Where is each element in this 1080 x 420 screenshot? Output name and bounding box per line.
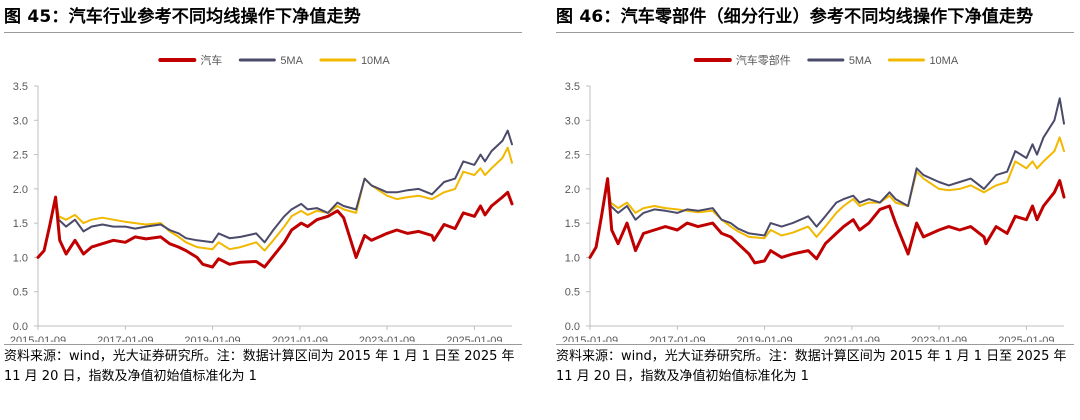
y-tick-label: 2.5 [13, 150, 28, 162]
x-tick-label: 2021-01-09 [824, 335, 880, 342]
line-chart: 0.0 0.5 1.0 1.5 2.0 2.5 3.0 3.5 2015-01-09 2017-0… [10, 53, 514, 342]
source-note: 资料来源：wind，光大证券研究所。注：数据计算区间为 2015 年 1 月 1… [556, 349, 1067, 384]
y-tick-label: 2.5 [565, 150, 580, 162]
x-tick-label: 2015-01-09 [562, 335, 618, 342]
legend-label-2: 10MA [929, 55, 958, 67]
figure-title: 图 46：汽车零部件（细分行业）参考不同均线操作下净值走势 [556, 7, 1034, 27]
legend-label-1: 5MA [849, 55, 872, 67]
x-tick-label: 2025-01-09 [446, 335, 502, 342]
series-line-2 [37, 146, 513, 259]
y-tick-label: 3.0 [13, 115, 28, 127]
y-tick-label: 1.5 [13, 218, 28, 230]
source-divider [556, 344, 1074, 345]
title-divider [556, 32, 1074, 33]
legend-label-2: 10MA [361, 55, 390, 67]
x-tick-label: 2017-01-09 [649, 335, 705, 342]
legend: 汽车 5MA 10MA [158, 53, 390, 67]
y-tick-label: 2.0 [13, 184, 28, 196]
series-line-2 [589, 136, 1065, 259]
chart-panel-left: 图 45：汽车行业参考不同均线操作下净值走势 0.0 0.5 1.0 1.5 2.0 2.… [4, 0, 524, 420]
figure-title: 图 45：汽车行业参考不同均线操作下净值走势 [4, 7, 361, 27]
legend-label-0: 汽车零部件 [736, 53, 791, 67]
y-tick-label: 0.5 [13, 287, 28, 299]
y-tick-label: 0.0 [565, 321, 580, 333]
legend-label-0: 汽车 [200, 53, 222, 67]
x-tick-label: 2023-01-09 [359, 335, 415, 342]
x-tick-label: 2019-01-09 [736, 335, 792, 342]
chart-panel-right: 图 46：汽车零部件（细分行业）参考不同均线操作下净值走势 0.0 0.5 1.0 1… [556, 0, 1076, 420]
x-tick-label: 2025-01-09 [998, 335, 1054, 342]
legend-label-1: 5MA [280, 55, 303, 67]
y-tick-label: 1.5 [565, 218, 580, 230]
series-line-0 [36, 190, 514, 269]
line-chart: 0.0 0.5 1.0 1.5 2.0 2.5 3.0 3.5 2015-01-09 2017-0… [562, 53, 1066, 342]
series-line-1 [589, 97, 1065, 259]
x-tick-label: 2019-01-09 [184, 335, 240, 342]
x-tick-label: 2023-01-09 [911, 335, 967, 342]
y-tick-label: 3.0 [565, 115, 580, 127]
y-tick-label: 1.0 [13, 252, 28, 264]
y-tick-label: 0.5 [565, 287, 580, 299]
y-tick-label: 2.0 [565, 184, 580, 196]
y-tick-label: 0.0 [13, 321, 28, 333]
series-line-1 [37, 129, 513, 259]
x-tick-label: 2015-01-09 [10, 335, 66, 342]
source-note: 资料来源：wind，光大证券研究所。注：数据计算区间为 2015 年 1 月 1… [4, 349, 515, 384]
x-tick-label: 2017-01-09 [97, 335, 153, 342]
x-tick-label: 2021-01-09 [272, 335, 328, 342]
series-line-0 [588, 177, 1066, 265]
y-tick-label: 3.5 [565, 81, 580, 93]
legend: 汽车零部件 5MA 10MA [693, 53, 959, 67]
y-tick-label: 1.0 [565, 252, 580, 264]
y-tick-label: 3.5 [13, 81, 28, 93]
source-divider [4, 344, 522, 345]
title-divider [4, 32, 522, 33]
